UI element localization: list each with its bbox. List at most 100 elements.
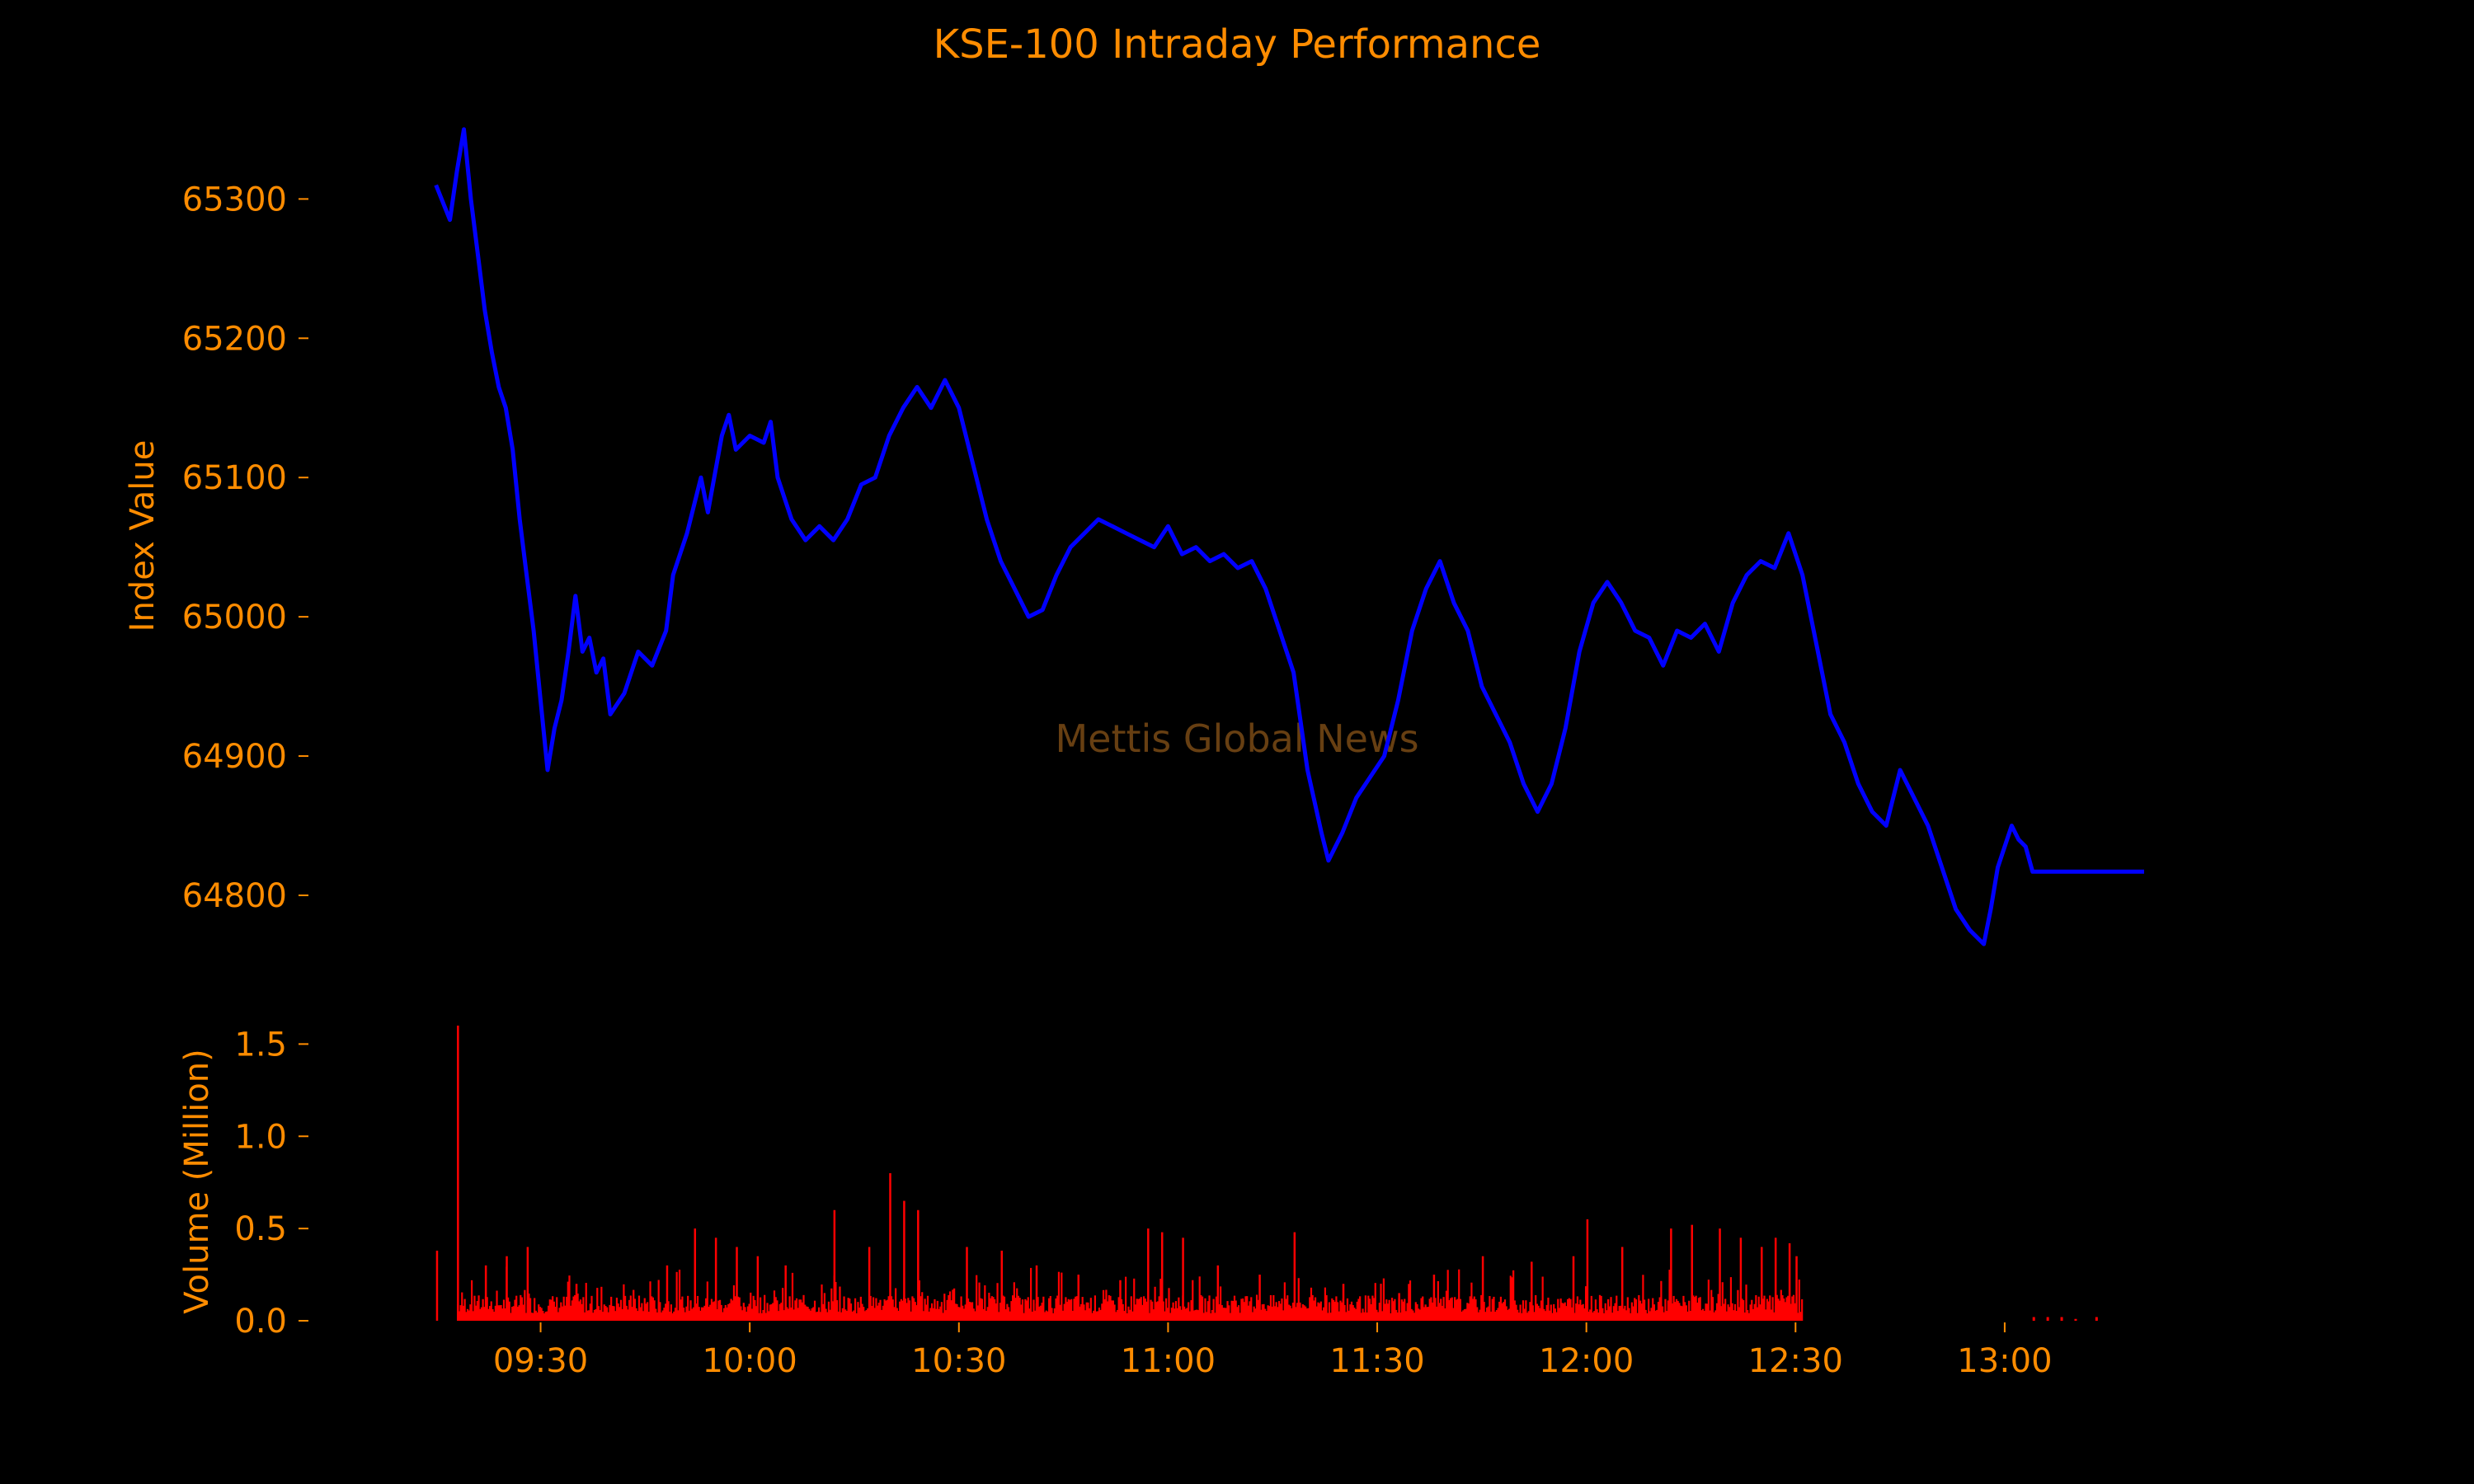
volume-bar — [748, 1303, 750, 1321]
volume-bar — [1752, 1308, 1755, 1321]
volume-bar — [877, 1303, 880, 1321]
volume-bar — [1420, 1298, 1423, 1321]
volume-bar — [529, 1298, 532, 1321]
volume-bar — [1544, 1311, 1547, 1321]
watermark-text: Mettis Global News — [1055, 716, 1418, 761]
volume-bar — [1085, 1302, 1088, 1321]
volume-bar — [967, 1298, 970, 1321]
volume-bar — [1020, 1304, 1023, 1321]
volume-bar — [1536, 1303, 1538, 1321]
volume-bar — [465, 1312, 468, 1321]
volume-bar-spike — [1691, 1224, 1693, 1321]
volume-bar — [746, 1306, 749, 1321]
volume-bar — [896, 1308, 898, 1321]
volume-bar — [1273, 1306, 1277, 1321]
volume-bar — [918, 1280, 920, 1321]
volume-bar — [641, 1303, 643, 1321]
volume-bar — [1126, 1313, 1128, 1321]
volume-bar-spike — [889, 1173, 891, 1321]
volume-bar — [1396, 1312, 1399, 1321]
volume-bar — [1777, 1298, 1780, 1321]
volume-bar — [1493, 1296, 1495, 1321]
volume-bar — [1144, 1298, 1146, 1321]
volume-bar — [539, 1307, 542, 1321]
price-y-tick-label: 64800 — [182, 877, 287, 915]
volume-bar — [561, 1306, 564, 1321]
volume-bar — [1430, 1297, 1432, 1321]
volume-bar — [1310, 1287, 1313, 1321]
x-tick-label: 11:00 — [1121, 1342, 1216, 1380]
volume-bar — [1427, 1307, 1430, 1321]
volume-bar — [908, 1300, 911, 1321]
volume-bar — [1240, 1298, 1243, 1321]
volume-bar — [1174, 1308, 1176, 1321]
volume-bar — [1332, 1299, 1335, 1321]
volume-bar — [1285, 1298, 1287, 1321]
volume-bar — [1639, 1300, 1642, 1321]
volume-bar — [829, 1309, 831, 1321]
volume-bar — [1485, 1308, 1489, 1321]
volume-bar — [1219, 1286, 1222, 1321]
volume-bar — [1367, 1295, 1370, 1321]
volume-bar — [1034, 1310, 1037, 1321]
volume-bar — [475, 1305, 477, 1321]
volume-bar — [1598, 1294, 1602, 1321]
volume-bar — [463, 1298, 466, 1321]
volume-bar — [600, 1286, 603, 1321]
volume-bar — [1743, 1300, 1745, 1321]
volume-bar — [1043, 1312, 1047, 1321]
volume-bar — [1103, 1298, 1106, 1321]
volume-bar — [677, 1310, 680, 1321]
volume-bar — [939, 1306, 942, 1321]
volume-bar — [623, 1284, 625, 1321]
volume-bar-spike — [575, 1284, 578, 1321]
volume-bar — [1434, 1298, 1437, 1321]
volume-bar — [794, 1300, 797, 1321]
volume-bar — [826, 1312, 829, 1321]
x-tick-label: 12:00 — [1539, 1342, 1634, 1380]
volume-bar — [823, 1293, 825, 1321]
chart-title: KSE-100 Intraday Performance — [934, 21, 1541, 68]
volume-bar — [1120, 1298, 1123, 1321]
volume-bar — [816, 1311, 819, 1321]
volume-bar — [999, 1303, 1002, 1321]
volume-bar — [1089, 1298, 1092, 1321]
volume-bar — [1771, 1297, 1774, 1321]
volume-bar — [900, 1298, 902, 1321]
volume-bar — [865, 1310, 868, 1321]
volume-bar — [974, 1311, 976, 1321]
volume-bar — [1527, 1311, 1530, 1321]
volume-bar — [583, 1312, 586, 1321]
volume-bar — [1578, 1304, 1580, 1321]
volume-bar — [1384, 1303, 1386, 1321]
volume-bar — [988, 1293, 990, 1321]
volume-bar — [1232, 1300, 1235, 1321]
volume-bar — [1507, 1308, 1511, 1321]
volume-bar — [790, 1307, 793, 1321]
volume-bar — [804, 1304, 807, 1321]
volume-bar — [554, 1307, 557, 1321]
price-y-tick-label: 65300 — [182, 181, 287, 218]
volume-bar — [1791, 1296, 1794, 1321]
volume-bar — [1291, 1308, 1293, 1321]
volume-bar — [859, 1296, 862, 1321]
volume-bar — [990, 1296, 993, 1321]
volume-bar — [673, 1311, 675, 1321]
volume-bar — [1779, 1300, 1781, 1321]
volume-bar — [750, 1308, 754, 1321]
volume-bar — [1759, 1304, 1761, 1321]
volume-bar-spike — [506, 1256, 508, 1321]
volume-bar-spike — [1481, 1256, 1484, 1321]
volume-bar — [1688, 1300, 1691, 1321]
volume-bar — [470, 1280, 473, 1321]
volume-bar — [1664, 1298, 1667, 1321]
volume-bar — [504, 1308, 506, 1321]
volume-bar — [805, 1306, 807, 1321]
volume-bar — [1392, 1301, 1395, 1321]
volume-bar — [1693, 1297, 1696, 1321]
volume-bar — [1102, 1289, 1105, 1321]
volume-bar — [801, 1302, 803, 1321]
volume-bar — [1626, 1297, 1629, 1321]
volume-bar — [1251, 1312, 1254, 1321]
